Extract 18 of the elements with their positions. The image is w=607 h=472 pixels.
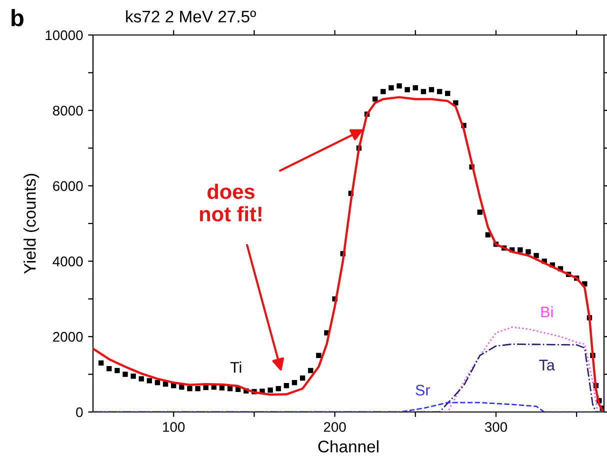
y-tick-label: 4000 [52,256,83,266]
chart-title: ks72 2 MeV 27.5º [126,10,256,22]
y-axis-title: Yield (counts) [24,174,40,274]
x-axis-title: Channel [318,440,378,452]
y-tick-label: 8000 [52,106,83,116]
x-tick-label: 300 [484,422,508,432]
y-tick-label: 10000 [46,30,83,40]
y-tick-label: 6000 [53,181,83,191]
annotation: does not fit! [200,184,262,222]
y-tick-label: 2000 [53,332,83,342]
series-label: Bi [541,306,553,318]
text: b [12,8,24,26]
y-tick-label: 0 [76,407,83,418]
x-tick-label: 200 [324,422,346,432]
x-tick-label: 100 [163,422,185,432]
series-label: Sr [416,384,430,396]
series-label: Ta [539,360,555,370]
annotation: Ti [230,362,242,373]
